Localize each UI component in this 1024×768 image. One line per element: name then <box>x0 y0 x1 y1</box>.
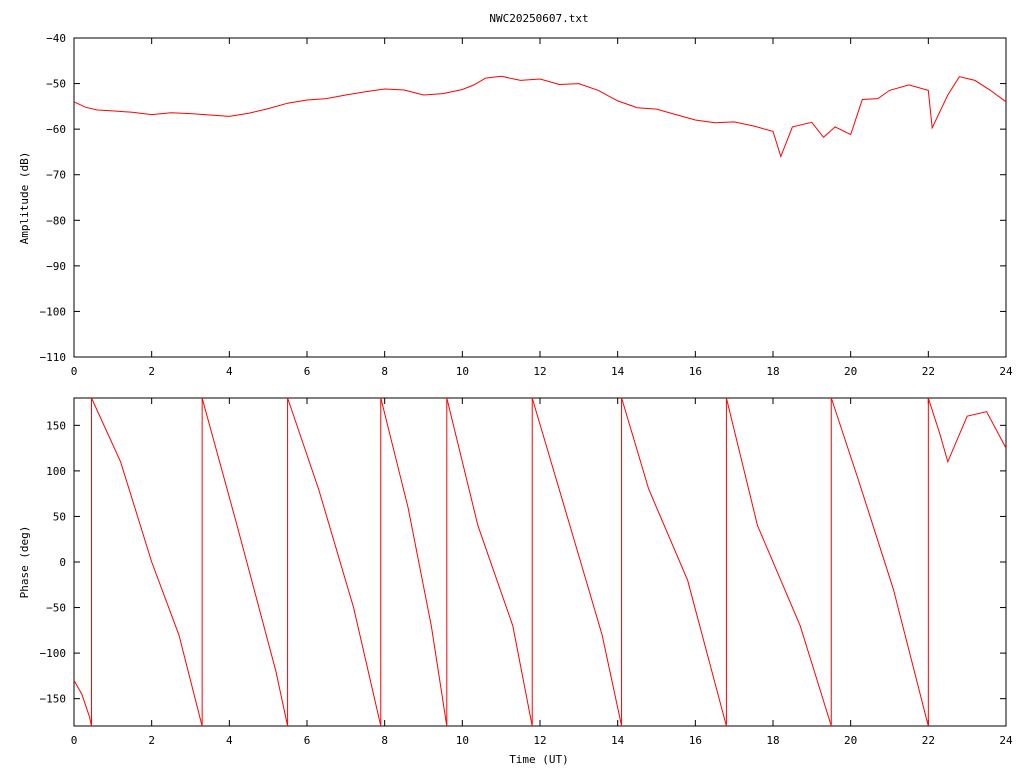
amplitude-x-tick-label: 14 <box>611 365 625 378</box>
phase-x-tick-label: 16 <box>689 734 702 747</box>
phase-x-tick-label: 2 <box>148 734 155 747</box>
phase-series-segment <box>287 397 382 727</box>
phase-x-tick-label: 20 <box>844 734 857 747</box>
phase-x-axis-label: Time (UT) <box>509 753 569 766</box>
phase-series-segment <box>380 397 448 727</box>
amplitude-y-tick-label: −40 <box>46 32 66 45</box>
amplitude-x-tick-label: 0 <box>71 365 78 378</box>
chart-title: NWC20250607.txt <box>489 12 588 25</box>
amplitude-y-tick-label: −60 <box>46 123 66 136</box>
phase-y-tick-label: 150 <box>46 419 66 432</box>
phase-y-tick-label: −150 <box>40 693 67 706</box>
amplitude-y-tick-label: −90 <box>46 260 66 273</box>
amplitude-x-tick-label: 12 <box>533 365 546 378</box>
amplitude-y-tick-label: −80 <box>46 214 66 227</box>
phase-y-tick-label: 100 <box>46 465 66 478</box>
phase-series-segment <box>531 397 623 727</box>
amplitude-x-tick-label: 8 <box>381 365 388 378</box>
amplitude-x-tick-label: 22 <box>922 365 935 378</box>
amplitude-panel: 0 2 4 6 8 10 12 14 16 18 20 22 24−110−100−90−80−70−6… <box>18 32 1013 378</box>
amplitude-x-tick-label: 6 <box>304 365 311 378</box>
phase-x-tick-label: 8 <box>381 734 388 747</box>
amplitude-x-tick-label: 18 <box>766 365 779 378</box>
amplitude-y-tick-label: −100 <box>40 305 67 318</box>
amplitude-x-tick-label: 4 <box>226 365 233 378</box>
phase-panel: 0 2 4 6 8 10 12 14 16 18 20 22 24−150−100−5005010015… <box>18 397 1013 766</box>
phase-x-tick-label: 24 <box>999 734 1013 747</box>
phase-series-segment <box>446 397 533 727</box>
phase-x-tick-label: 22 <box>922 734 935 747</box>
amplitude-x-tick-label: 10 <box>456 365 469 378</box>
phase-series-segment <box>73 680 92 727</box>
phase-x-tick-label: 0 <box>71 734 78 747</box>
phase-y-tick-label: 0 <box>59 556 66 569</box>
phase-x-tick-label: 12 <box>533 734 546 747</box>
amplitude-y-tick-label: −70 <box>46 169 66 182</box>
phase-series-segment <box>927 397 1007 464</box>
phase-series-segment <box>201 397 289 727</box>
phase-y-tick-label: 50 <box>53 510 66 523</box>
phase-y-axis-label: Phase (deg) <box>18 526 31 599</box>
phase-plot-frame <box>73 397 1007 727</box>
amplitude-y-axis-label: Amplitude (dB) <box>18 152 31 245</box>
amplitude-x-tick-label: 20 <box>844 365 857 378</box>
amplitude-x-tick-label: 24 <box>999 365 1013 378</box>
phase-y-tick-label: −50 <box>46 602 66 615</box>
amplitude-x-tick-label: 16 <box>689 365 702 378</box>
phase-x-tick-label: 4 <box>226 734 233 747</box>
phase-x-tick-label: 6 <box>304 734 311 747</box>
amplitude-series-line <box>73 75 1007 159</box>
phase-series-segment <box>621 397 727 727</box>
phase-x-tick-label: 10 <box>456 734 469 747</box>
amplitude-plot-frame <box>73 37 1007 358</box>
phase-series-segment <box>725 397 832 727</box>
amplitude-y-tick-label: −110 <box>40 351 67 364</box>
phase-series-segment <box>830 397 929 727</box>
phase-y-tick-label: −100 <box>40 647 67 660</box>
phase-series-segment <box>91 397 203 727</box>
phase-x-tick-label: 18 <box>766 734 779 747</box>
amplitude-y-tick-label: −50 <box>46 78 66 91</box>
amplitude-x-tick-label: 2 <box>148 365 155 378</box>
phase-x-tick-label: 14 <box>611 734 625 747</box>
